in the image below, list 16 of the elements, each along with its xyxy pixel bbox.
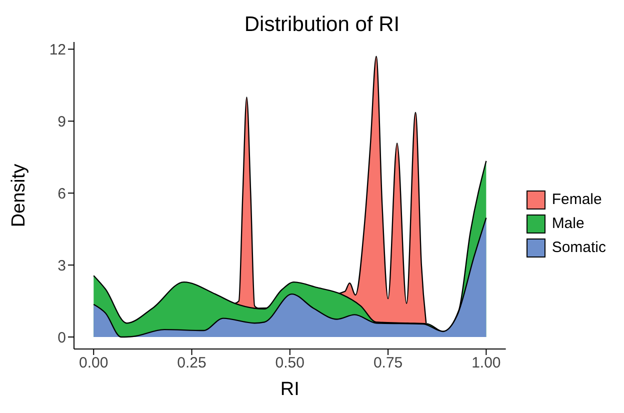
- legend-label: Somatic: [552, 238, 606, 258]
- x-tick-label: 1.00: [472, 354, 501, 372]
- legend-label: Male: [552, 214, 584, 234]
- x-tick-label: 0.75: [373, 354, 403, 372]
- y-tick-label: 12: [49, 42, 66, 59]
- chart-title: Distribution of RI: [243, 12, 401, 38]
- y-axis-title: Density: [8, 163, 30, 228]
- x-tick-label: 0.25: [177, 354, 206, 372]
- y-tick-label: 0: [58, 329, 66, 346]
- x-axis-title: RI: [280, 379, 300, 400]
- legend-label: Female: [552, 190, 602, 210]
- x-tick-label: 0.50: [275, 354, 305, 372]
- y-tick-label: 3: [58, 257, 66, 274]
- y-tick-label: 6: [58, 185, 66, 202]
- x-tick-label: 0.00: [79, 354, 108, 372]
- y-tick-label: 9: [58, 113, 66, 130]
